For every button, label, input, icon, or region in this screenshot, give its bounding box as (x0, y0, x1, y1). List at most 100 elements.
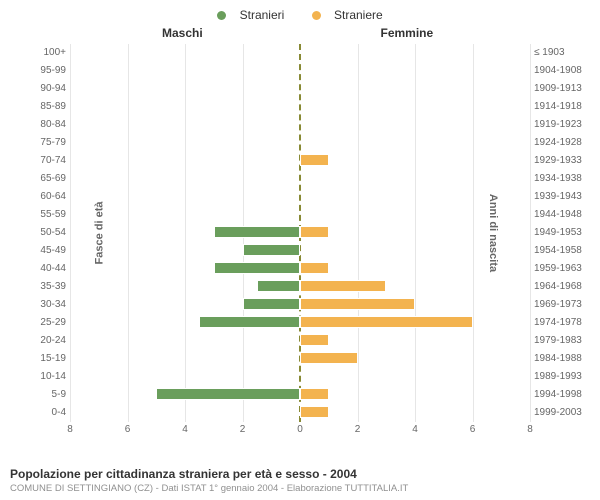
x-tick: 2 (240, 424, 246, 435)
bar-female (300, 334, 329, 346)
age-tick: 85-89 (16, 98, 66, 116)
age-tick: 65-69 (16, 170, 66, 188)
legend-swatch-female (312, 11, 321, 20)
bar-male (214, 226, 300, 238)
x-tick: 6 (125, 424, 131, 435)
chart-subtitle: COMUNE DI SETTINGIANO (CZ) - Dati ISTAT … (10, 483, 590, 494)
age-row: 75-79 1924-1928 (16, 134, 584, 152)
age-row: 50-54 1949-1953 (16, 224, 584, 242)
age-tick: 30-34 (16, 296, 66, 314)
bar-female (300, 298, 415, 310)
title-male: Maschi (162, 26, 203, 40)
year-tick: 1989-1993 (534, 368, 584, 386)
age-row: 20-24 1979-1983 (16, 332, 584, 350)
age-tick: 35-39 (16, 278, 66, 296)
age-row: 0-41999-2003 (16, 404, 584, 422)
age-tick: 15-19 (16, 350, 66, 368)
age-row: 95-99 1904-1908 (16, 62, 584, 80)
x-tick: 8 (67, 424, 73, 435)
age-tick: 80-84 (16, 116, 66, 134)
year-tick: 1914-1918 (534, 98, 584, 116)
year-tick: 1984-1988 (534, 350, 584, 368)
age-row: 90-94 1909-1913 (16, 80, 584, 98)
year-tick: 1954-1958 (534, 242, 584, 260)
bar-female (300, 154, 329, 166)
age-row: 85-89 1914-1918 (16, 98, 584, 116)
age-tick: 75-79 (16, 134, 66, 152)
age-row: 80-84 1919-1923 (16, 116, 584, 134)
column-titles: Maschi Femmine (10, 26, 590, 44)
bar-female (300, 262, 329, 274)
year-tick: 1974-1978 (534, 314, 584, 332)
age-tick: 10-14 (16, 368, 66, 386)
age-tick: 100+ (16, 44, 66, 62)
population-pyramid-chart: Stranieri Straniere Maschi Femmine Fasce… (0, 0, 600, 500)
age-tick: 90-94 (16, 80, 66, 98)
age-tick: 50-54 (16, 224, 66, 242)
age-row: 70-74 1929-1933 (16, 152, 584, 170)
bar-male (243, 244, 301, 256)
age-tick: 70-74 (16, 152, 66, 170)
x-tick: 4 (182, 424, 188, 435)
legend-label-male: Stranieri (240, 8, 285, 22)
age-tick: 0-4 (16, 404, 66, 422)
age-tick: 95-99 (16, 62, 66, 80)
year-tick: 1924-1928 (534, 134, 584, 152)
year-tick: 1929-1933 (534, 152, 584, 170)
bar-female (300, 316, 473, 328)
age-row: 10-14 1989-1993 (16, 368, 584, 386)
age-row: 15-19 1984-1988 (16, 350, 584, 368)
bar-male (243, 298, 301, 310)
age-tick: 20-24 (16, 332, 66, 350)
age-tick: 55-59 (16, 206, 66, 224)
bar-female (300, 352, 358, 364)
age-row: 45-49 1954-1958 (16, 242, 584, 260)
bar-female (300, 280, 386, 292)
bar-female (300, 388, 329, 400)
legend-item-female: Straniere (306, 8, 389, 22)
year-tick: 1959-1963 (534, 260, 584, 278)
x-tick: 6 (470, 424, 476, 435)
x-axis: 864202468 (70, 422, 530, 440)
bar-female (300, 406, 329, 418)
year-tick: 1904-1908 (534, 62, 584, 80)
legend-item-male: Stranieri (211, 8, 293, 22)
year-tick: 1994-1998 (534, 386, 584, 404)
age-row: 100+ ≤ 1903 (16, 44, 584, 62)
bar-male (257, 280, 300, 292)
x-tick: 2 (355, 424, 361, 435)
chart-footer: Popolazione per cittadinanza straniera p… (10, 467, 590, 494)
age-tick: 5-9 (16, 386, 66, 404)
title-female: Femmine (381, 26, 434, 40)
age-tick: 40-44 (16, 260, 66, 278)
age-row: 25-29 1974-1978 (16, 314, 584, 332)
age-tick: 60-64 (16, 188, 66, 206)
age-row: 65-69 1934-1938 (16, 170, 584, 188)
bar-male (214, 262, 300, 274)
age-row: 5-9 1994-1998 (16, 386, 584, 404)
age-row: 40-44 1959-1963 (16, 260, 584, 278)
year-tick: 1919-1923 (534, 116, 584, 134)
x-tick: 8 (527, 424, 533, 435)
year-tick: 1909-1913 (534, 80, 584, 98)
year-tick: 1979-1983 (534, 332, 584, 350)
year-tick: ≤ 1903 (534, 44, 584, 62)
year-tick: 1944-1948 (534, 206, 584, 224)
year-tick: 1964-1968 (534, 278, 584, 296)
year-tick: 1949-1953 (534, 224, 584, 242)
age-row: 55-59 1944-1948 (16, 206, 584, 224)
year-tick: 1934-1938 (534, 170, 584, 188)
bar-female (300, 226, 329, 238)
age-tick: 45-49 (16, 242, 66, 260)
year-tick: 1969-1973 (534, 296, 584, 314)
year-tick: 1939-1943 (534, 188, 584, 206)
age-tick: 25-29 (16, 314, 66, 332)
legend-label-female: Straniere (334, 8, 383, 22)
plot-area: Fasce di età Anni di nascita 100+≤ 19039… (70, 44, 530, 422)
legend-swatch-male (217, 11, 226, 20)
bar-male (156, 388, 300, 400)
age-row: 60-64 1939-1943 (16, 188, 584, 206)
bar-male (199, 316, 300, 328)
age-row: 35-39 1964-1968 (16, 278, 584, 296)
chart-title: Popolazione per cittadinanza straniera p… (10, 467, 590, 481)
